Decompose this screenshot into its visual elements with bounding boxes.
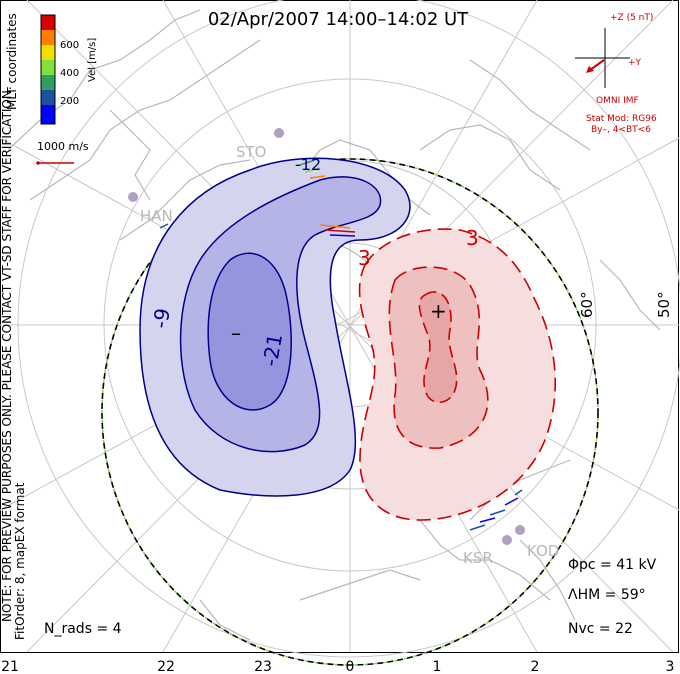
velocity-color-scale (40, 14, 56, 125)
lambda-hm-stat: ΛHM = 59° (568, 587, 646, 603)
contour-label-neg-9: -9 (148, 306, 175, 330)
potential-maximum-marker: + (430, 299, 447, 323)
boundary-model-vectors (101, 158, 599, 666)
radar-sites (128, 128, 525, 545)
preview-watermark: NOTE: FOR PREVIEW PURPOSES ONLY. PLEASE … (0, 86, 14, 622)
radar-site-ksr (502, 535, 512, 545)
contour-label-neg-21: -21 (258, 332, 287, 368)
mlt-tick-1: 1 (433, 659, 442, 674)
imf-z-label: +Z (5 nT) (610, 13, 653, 23)
mlt-tick-3: 3 (666, 659, 675, 674)
velocity-vectors (159, 159, 523, 531)
latitude-label-50: 50° (655, 291, 673, 318)
latitude-label-60: 60° (578, 291, 596, 318)
imf-conditions-label: By–, 4<BT<6 (591, 125, 651, 135)
mlt-tick-0: 0 (346, 659, 355, 674)
velocity-tick-600: 600 (60, 40, 79, 51)
phi-pc-stat: Φpc = 41 kV (568, 557, 657, 573)
mlt-tick-22: 22 (157, 659, 175, 674)
n-vc-stat: Nvc = 22 (568, 621, 633, 637)
coordinate-system-label: MLT coordinates (5, 13, 19, 110)
radar-site-sto (274, 128, 284, 138)
radar-label-ksr: KSR (463, 549, 493, 567)
plot-frame (0, 0, 679, 653)
velocity-tick-200: 200 (60, 96, 79, 107)
velocity-tick-400: 400 (60, 68, 79, 79)
mlt-tick-23: 23 (254, 659, 272, 674)
reference-vector-origin (36, 161, 40, 165)
fit-order-label: FitOrder: 8, mapEX format (13, 482, 27, 640)
radar-label-han: HAN (140, 207, 173, 225)
mlt-tick-2: 2 (531, 659, 540, 674)
contour-label-pos-3-right: 3 (466, 226, 479, 250)
mlt-tick-21: 21 (1, 659, 19, 674)
negative-cell-fill-inner (207, 252, 292, 411)
stat-mod-label: Stat Mod: RG96 (586, 114, 657, 124)
plot-title: 02/Apr/2007 14:00–14:02 UT (208, 9, 469, 30)
imf-y-label: +Y (628, 58, 642, 68)
mlt-axis: 21 22 23 0 1 2 3 (1, 659, 674, 674)
radar-site-han (128, 192, 138, 202)
positive-cell-fill-core (418, 291, 458, 404)
radar-site-kod (515, 525, 525, 535)
n-rads-stat: N_rads = 4 (44, 621, 122, 637)
imf-dial (575, 28, 630, 88)
contour-label-pos-3-left: 3 (358, 246, 371, 270)
contour-label-neg-12: -12 (295, 155, 321, 174)
radar-label-sto: STO (236, 143, 267, 161)
velocity-scale-label: Vel [m/s] (87, 38, 98, 82)
radar-label-kod: KOD (527, 542, 559, 560)
imf-model-label: OMNI IMF (596, 96, 639, 106)
reference-vector-label: 1000 m/s (37, 140, 89, 153)
heppner-maynard-boundary (101, 158, 599, 666)
potential-minimum-marker: – (231, 321, 241, 345)
